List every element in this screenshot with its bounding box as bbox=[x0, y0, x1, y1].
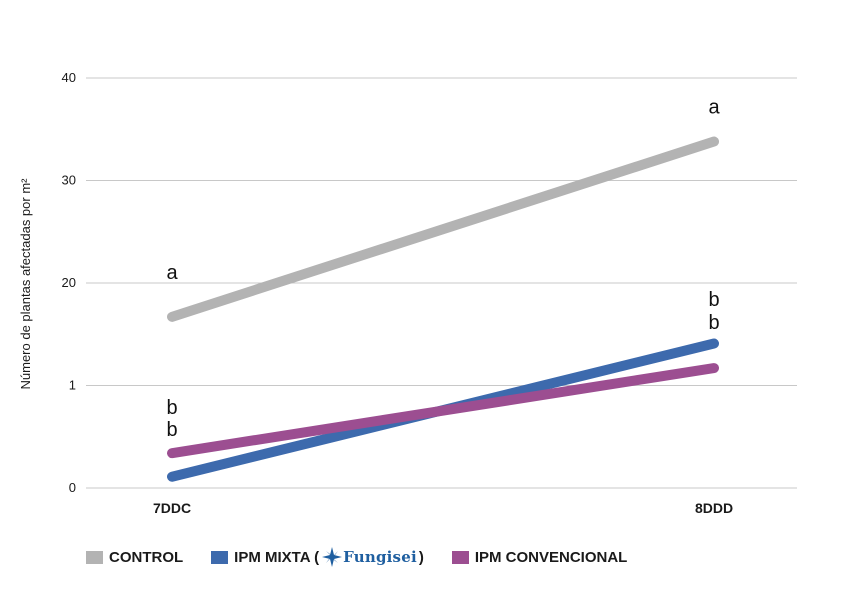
y-tick-label: 40 bbox=[62, 70, 76, 85]
annotation-ipm-convencional-8ddd: b bbox=[708, 312, 719, 334]
series-line-control bbox=[167, 136, 719, 322]
y-tick-label: 0 bbox=[69, 480, 76, 495]
y-tick-labels: 0 1 20 30 40 bbox=[62, 70, 76, 495]
y-tick-label: 30 bbox=[62, 173, 76, 188]
legend-swatch-ipm-convencional bbox=[451, 550, 469, 564]
legend-label-ipm-convencional: IPM CONVENCIONAL bbox=[474, 548, 628, 566]
y-tick-label: 20 bbox=[62, 275, 76, 290]
fungisei-logo: Fungisei bbox=[321, 546, 417, 568]
gridlines bbox=[86, 77, 797, 489]
legend-item-ipm-mixta: IPM MIXTA ( Fungisei ) bbox=[211, 546, 424, 568]
y-tick-label: 1 bbox=[69, 378, 76, 393]
legend: CONTROL IPM MIXTA ( Fungisei ) IPM CONVE… bbox=[86, 546, 655, 568]
legend-label-ipm-mixta-suffix: ) bbox=[418, 548, 424, 566]
legend-swatch-ipm-mixta bbox=[211, 550, 229, 564]
annotation-ipm-mixta-8ddd: b bbox=[708, 289, 719, 311]
x-tick-label: 7DDC bbox=[153, 500, 191, 516]
legend-swatch-control bbox=[86, 550, 103, 564]
series-line-ipm-convencional bbox=[167, 363, 719, 459]
series-lines bbox=[167, 136, 719, 482]
legend-label-control: CONTROL bbox=[109, 548, 184, 566]
legend-item-control: CONTROL bbox=[86, 549, 183, 566]
fungisei-logo-text: Fungisei bbox=[343, 548, 417, 566]
legend-item-ipm-convencional: IPM CONVENCIONAL bbox=[451, 548, 628, 566]
legend-label-ipm-mixta-prefix: IPM MIXTA ( bbox=[234, 548, 320, 566]
annotation-ipm-convencional-7ddc: b bbox=[166, 397, 177, 419]
star-icon bbox=[322, 547, 343, 567]
x-tick-labels: 7DDC 8DDD bbox=[153, 500, 733, 516]
annotation-ipm-mixta-7ddc: b bbox=[166, 419, 177, 441]
y-axis-label: Número de plantas afectadas por m² bbox=[18, 178, 33, 390]
annotation-control-8ddd: a bbox=[708, 97, 720, 119]
annotation-control-7ddc: a bbox=[166, 262, 178, 284]
x-tick-label: 8DDD bbox=[695, 500, 733, 516]
